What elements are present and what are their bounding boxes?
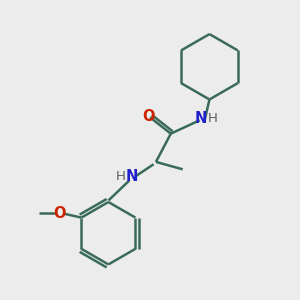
Text: N: N xyxy=(195,111,207,126)
Text: H: H xyxy=(116,170,126,183)
Text: O: O xyxy=(142,109,155,124)
Text: H: H xyxy=(208,112,218,125)
Text: O: O xyxy=(54,206,66,221)
Text: N: N xyxy=(126,169,138,184)
